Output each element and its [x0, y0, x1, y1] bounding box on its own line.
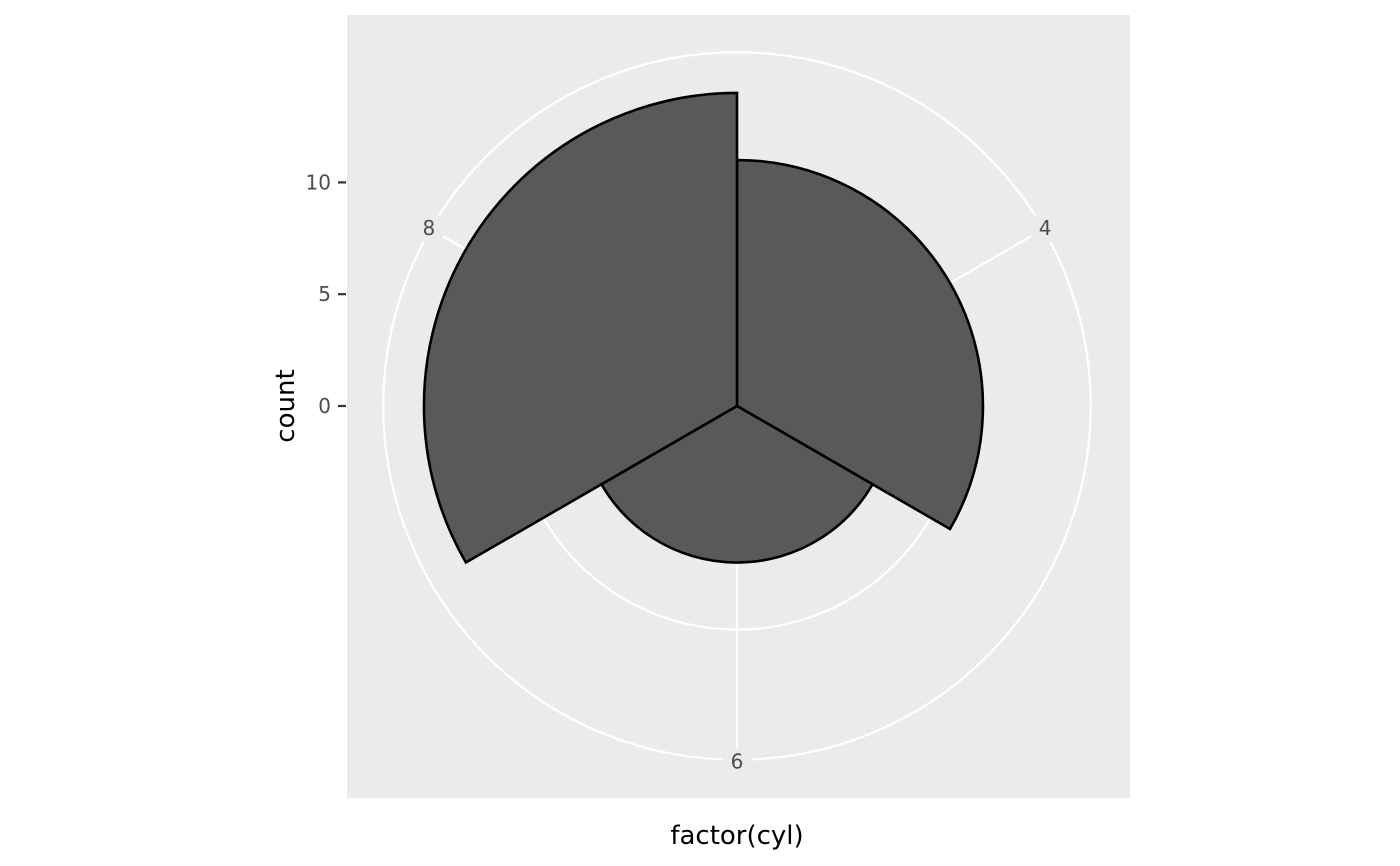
category-label-8: 8 — [423, 216, 436, 240]
bar-8 — [422, 91, 739, 565]
category-label-6: 6 — [731, 750, 744, 774]
category-label-bg — [723, 748, 751, 775]
y-tick-label: 5 — [318, 282, 331, 306]
bar-4 — [735, 158, 985, 531]
category-label-bg — [1031, 215, 1060, 242]
y-axis: 0 5 10 — [306, 170, 346, 418]
category-label-bg — [414, 215, 443, 242]
bar-6 — [599, 404, 875, 564]
category-labels: 4 6 8 — [414, 215, 1060, 775]
bars — [422, 91, 985, 565]
y-axis-title: count — [271, 369, 301, 442]
y-tick-label: 10 — [306, 170, 331, 194]
category-label-4: 4 — [1039, 216, 1052, 240]
y-tick-label: 0 — [318, 394, 331, 418]
x-axis-title: factor(cyl) — [670, 821, 803, 851]
